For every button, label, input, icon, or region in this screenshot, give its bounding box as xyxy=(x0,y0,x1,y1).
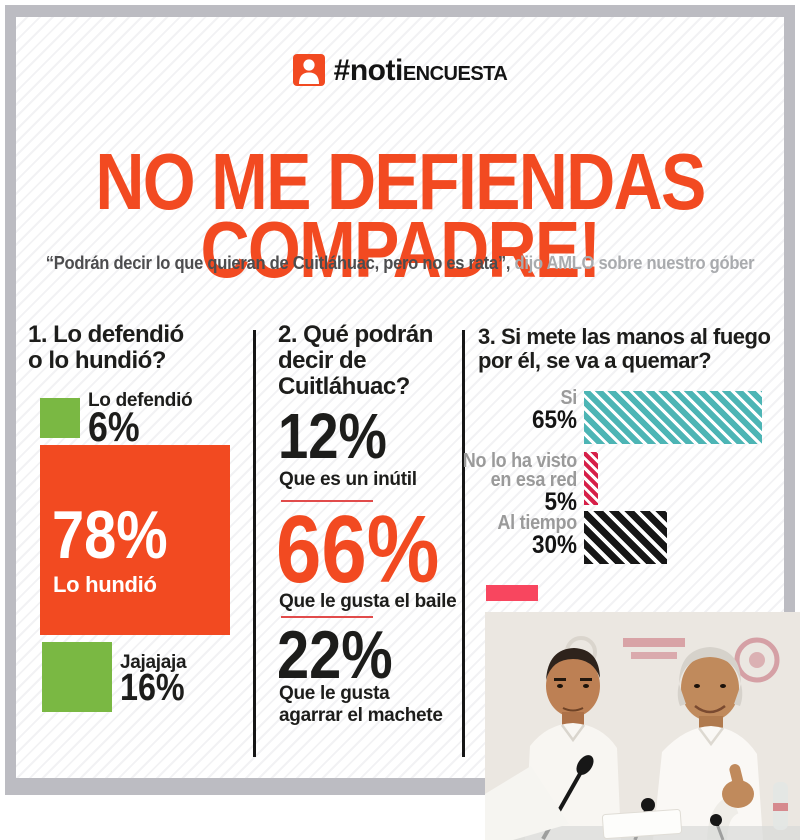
label-text: Si xyxy=(560,387,578,409)
press-conference-photo xyxy=(485,612,800,840)
bar-label-jajajaja: Jajajaja xyxy=(120,652,187,673)
main-title: NO ME DEFIENDAS COMPADRE! xyxy=(60,136,740,294)
value-text: 30% xyxy=(531,531,577,559)
label-line: agarrar el machete xyxy=(279,705,443,726)
stat-value-baile: 66% xyxy=(276,502,468,598)
stat-label-machete: Que le gusta agarrar el machete xyxy=(279,683,459,727)
value-text: 66% xyxy=(276,496,440,603)
column-divider-2 xyxy=(462,330,465,757)
bar-label-si: Si 65% xyxy=(451,387,578,434)
title-line-2: COMPADRE! xyxy=(200,204,602,294)
hashtag-suffix: ENCUESTA xyxy=(402,63,508,85)
person-icon xyxy=(292,54,325,86)
bar-label-al-tiempo: Al tiempo 30% xyxy=(451,512,577,559)
bar-no-visto xyxy=(584,452,598,505)
stat-value-inutil: 12% xyxy=(278,404,406,468)
label-text: No lo ha visto xyxy=(462,450,578,472)
bar-jajajaja xyxy=(42,642,112,712)
label-text: Al tiempo xyxy=(497,512,577,534)
red-separator xyxy=(281,500,373,502)
title-line-1: NO ME DEFIENDAS xyxy=(95,136,706,226)
bar-lo-defendio xyxy=(40,398,80,438)
value-text: 78% xyxy=(52,497,168,573)
hashtag-label: #notiENCUESTA xyxy=(334,56,508,86)
red-separator xyxy=(281,616,373,618)
label-line: Que le gusta xyxy=(279,683,390,704)
heading-line: o lo hundió? xyxy=(28,347,166,374)
value-text: 6% xyxy=(88,403,140,450)
bar-value-lo-defendio: 6% xyxy=(88,406,149,448)
heading-line: 3. Si mete las manos al fuego xyxy=(478,324,771,349)
quote-attribution: dijo AMLO sobre nuestro góber xyxy=(510,253,755,273)
bar-label-lo-defendio: Lo defendió xyxy=(88,390,193,411)
question-3-heading: 3. Si mete las manos al fuego por él, se… xyxy=(478,324,771,373)
badge: #notiENCUESTA xyxy=(0,54,800,86)
value-text: 22% xyxy=(277,617,393,693)
bar-value-lo-hundio: 78% xyxy=(52,501,230,569)
value-text: 12% xyxy=(278,400,387,472)
bar-al-tiempo xyxy=(584,511,667,564)
stat-label-inutil: Que es un inútil xyxy=(279,469,417,490)
heading-line: por él, se va a quemar? xyxy=(478,348,712,373)
value-text: 16% xyxy=(120,667,185,709)
bar-label-no-visto: No lo ha visto en esa red 5% xyxy=(451,450,578,516)
bar-lo-hundio: 78% Lo hundió xyxy=(40,445,230,635)
stat-label-baile: Que le gusta el baile xyxy=(279,591,457,612)
bar-value-jajajaja: 16% xyxy=(120,669,196,707)
question-1-heading: 1. Lo defendió o lo hundió? xyxy=(28,322,184,374)
heading-line: decir de xyxy=(278,347,367,374)
quote-text: “Podrán decir lo que quieran de Cuitláhu… xyxy=(45,253,511,273)
value-text: 65% xyxy=(531,406,577,434)
stat-value-machete: 22% xyxy=(277,621,413,689)
label-text: en esa red xyxy=(490,469,578,491)
heading-line: 1. Lo defendió xyxy=(28,321,184,348)
bar-label-lo-hundio: Lo hundió xyxy=(53,572,157,597)
question-2-heading: 2. Qué podrán decir de Cuitláhuac? xyxy=(278,322,433,400)
subtitle-quote: “Podrán decir lo que quieran de Cuitláhu… xyxy=(32,253,768,274)
heading-line: 2. Qué podrán xyxy=(278,321,433,348)
bar-si xyxy=(584,391,762,444)
hashtag-main: #noti xyxy=(333,54,404,87)
heading-line: Cuitláhuac? xyxy=(278,373,410,400)
legend-swatch xyxy=(486,585,538,601)
column-divider-1 xyxy=(253,330,256,757)
value-text: 5% xyxy=(544,488,577,516)
